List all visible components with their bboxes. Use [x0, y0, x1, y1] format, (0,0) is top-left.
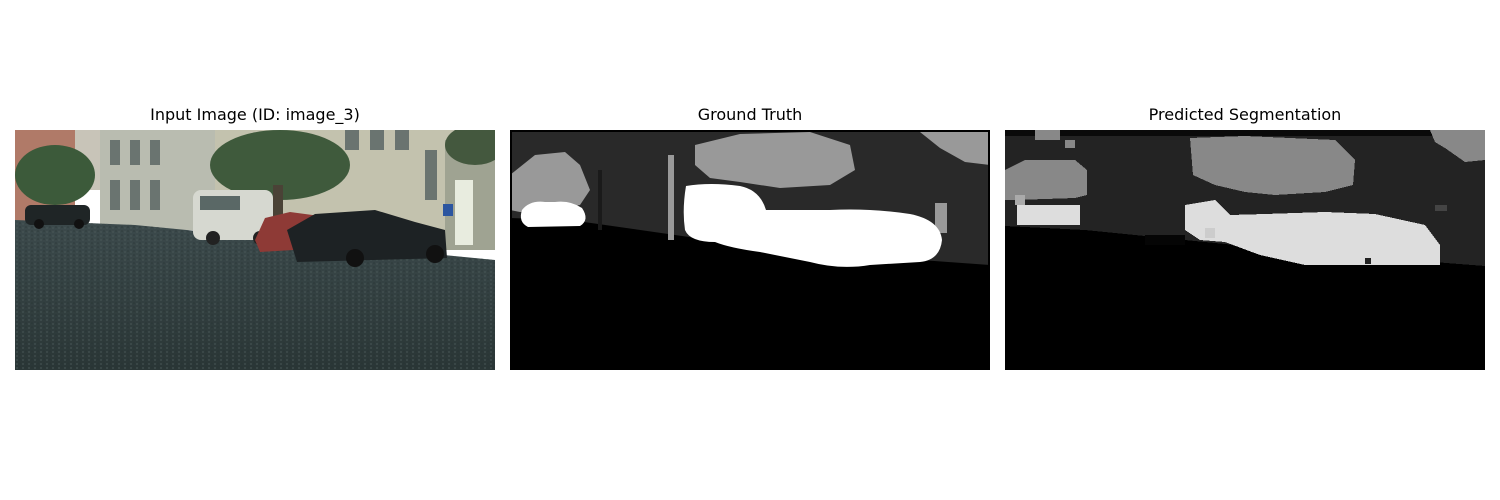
predicted-segmentation-mask: [1005, 130, 1485, 370]
predicted-segmentation-title: Predicted Segmentation: [1148, 105, 1342, 124]
input-image-title: Input Image (ID: image_3): [150, 105, 360, 124]
input-image: [15, 130, 495, 370]
ground-truth-mask: [510, 130, 990, 370]
ground-truth-title: Ground Truth: [697, 105, 803, 124]
